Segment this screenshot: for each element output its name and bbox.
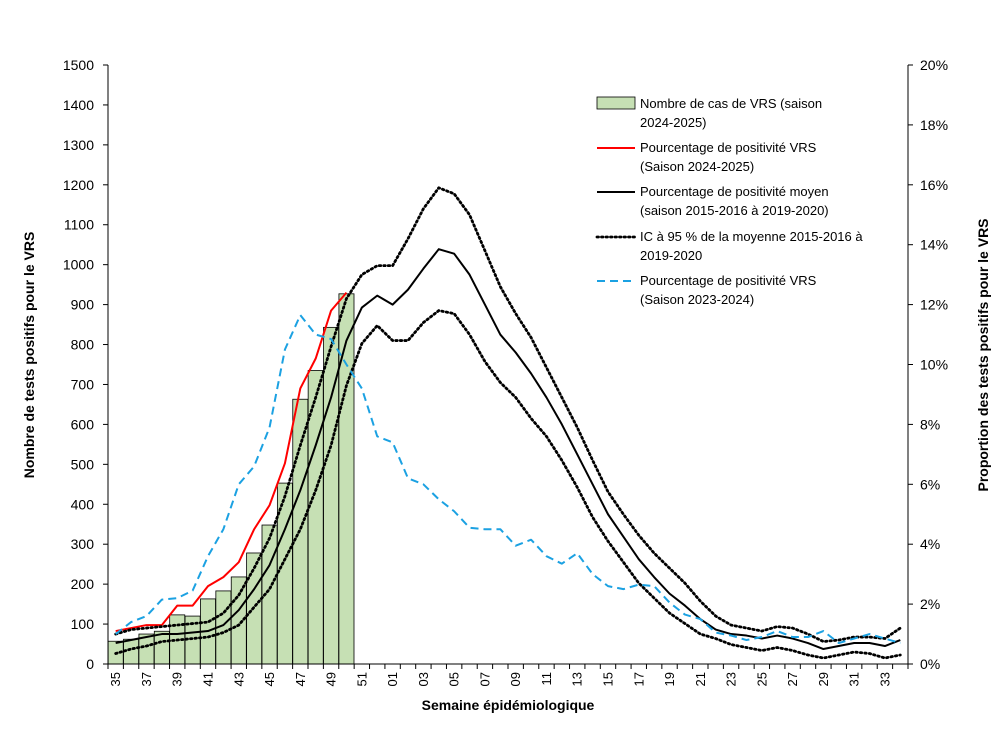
left-tick-label: 1200 bbox=[63, 177, 94, 193]
left-tick-label: 1500 bbox=[63, 57, 94, 73]
left-tick-label: 600 bbox=[71, 416, 95, 432]
left-tick-label: 200 bbox=[71, 576, 95, 592]
right-axis-ticks: 0% 2% 4% 6% 8% 10% 12% 14% 16% 18% 20% bbox=[908, 57, 948, 672]
x-tick-label: 19 bbox=[662, 672, 677, 686]
legend-label: Pourcentage de positivité VRS (Saison 202… bbox=[640, 273, 817, 307]
right-tick-label: 8% bbox=[920, 416, 940, 432]
series-line-4 bbox=[115, 314, 901, 645]
x-tick-label: 37 bbox=[139, 672, 154, 686]
right-tick-label: 12% bbox=[920, 297, 948, 313]
right-tick-label: 16% bbox=[920, 177, 948, 193]
right-tick-label: 18% bbox=[920, 117, 948, 133]
right-tick-label: 4% bbox=[920, 536, 940, 552]
series-line-2 bbox=[115, 248, 901, 651]
x-tick-label: 41 bbox=[201, 672, 216, 686]
right-tick-label: 20% bbox=[920, 57, 948, 73]
left-tick-label: 1100 bbox=[64, 217, 94, 233]
legend-label: Pourcentage de positivité VRS (Saison 202… bbox=[640, 140, 817, 174]
left-tick-label: 400 bbox=[71, 496, 95, 512]
x-tick-label: 49 bbox=[324, 672, 339, 686]
bar-week-50 bbox=[338, 293, 355, 665]
x-tick-label: 47 bbox=[293, 672, 308, 686]
x-tick-label: 45 bbox=[262, 672, 277, 686]
left-tick-label: 500 bbox=[71, 456, 95, 472]
left-tick-label: 700 bbox=[71, 376, 95, 392]
x-tick-label: 07 bbox=[477, 672, 492, 686]
x-tick-label: 03 bbox=[416, 672, 431, 686]
right-tick-label: 10% bbox=[920, 357, 948, 373]
left-tick-label: 800 bbox=[71, 337, 95, 353]
x-tick-label: 09 bbox=[508, 672, 523, 686]
legend-label: IC à 95 % de la moyenne 2015-2016 à 2019-… bbox=[640, 229, 863, 263]
x-tick-label: 33 bbox=[877, 672, 892, 686]
legend-bar-swatch bbox=[596, 96, 636, 110]
left-axis-title: Nombre de tests positifs pour le VRS bbox=[21, 232, 37, 479]
x-tick-label: 15 bbox=[601, 672, 616, 686]
right-axis-title: Proportion des tests positifs pour le VR… bbox=[975, 218, 991, 491]
line-series bbox=[114, 186, 902, 660]
series-line-1 bbox=[115, 291, 348, 633]
left-tick-label: 1300 bbox=[63, 137, 94, 153]
left-tick-label: 1400 bbox=[63, 97, 94, 113]
right-tick-label: 6% bbox=[920, 476, 940, 492]
ci-upper-line bbox=[114, 186, 902, 643]
x-tick-label: 35 bbox=[108, 672, 123, 686]
x-tick-label: 05 bbox=[447, 672, 462, 686]
legend-label: Nombre de cas de VRS (saison 2024-2025) bbox=[640, 96, 822, 130]
bar-series bbox=[107, 293, 355, 665]
x-tick-label: 17 bbox=[631, 672, 646, 686]
left-tick-label: 1000 bbox=[63, 257, 94, 273]
x-tick-label: 27 bbox=[785, 672, 800, 686]
right-tick-label: 2% bbox=[920, 596, 940, 612]
ci-lower-line bbox=[114, 309, 902, 660]
right-tick-label: 14% bbox=[920, 237, 948, 253]
left-axis-ticks: 0 100 200 300 400 500 600 700 800 900 1000 1100 1200… bbox=[63, 57, 108, 672]
x-tick-label: 43 bbox=[231, 672, 246, 686]
x-tick-label: 23 bbox=[724, 672, 739, 686]
left-tick-label: 100 bbox=[71, 616, 95, 632]
x-tick-label: 01 bbox=[385, 672, 400, 686]
x-tick-label: 13 bbox=[570, 672, 585, 686]
x-tick-label: 31 bbox=[847, 672, 862, 686]
x-axis-title: Semaine épidémiologique bbox=[422, 697, 595, 713]
left-tick-label: 300 bbox=[71, 536, 95, 552]
x-axis-ticks: 35 37 39 41 43 45 47 49 51 01 03 05 07 09 11 13 15 17 19 21… bbox=[107, 664, 909, 686]
x-tick-label: 39 bbox=[170, 672, 185, 686]
right-tick-label: 0% bbox=[920, 656, 940, 672]
legend: Nombre de cas de VRS (saison 2024-2025) Po… bbox=[595, 96, 863, 307]
legend-label: Pourcentage de positivité moyen (saison 2… bbox=[640, 184, 829, 218]
x-tick-label: 21 bbox=[693, 672, 708, 686]
bar-week-38 bbox=[153, 630, 170, 665]
x-tick-label: 25 bbox=[754, 672, 769, 686]
left-tick-label: 0 bbox=[86, 656, 94, 672]
x-tick-label: 29 bbox=[816, 672, 831, 686]
left-tick-label: 900 bbox=[71, 297, 95, 313]
x-tick-label: 11 bbox=[539, 672, 554, 686]
x-tick-label: 51 bbox=[354, 672, 369, 686]
